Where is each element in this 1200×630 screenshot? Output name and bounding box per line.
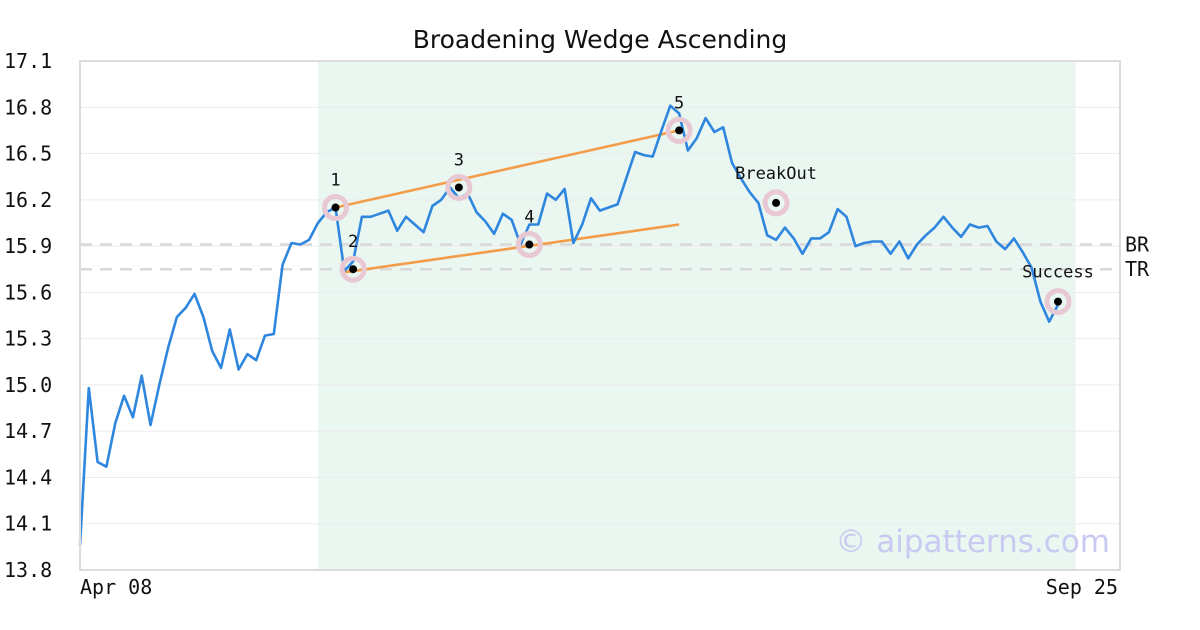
x-tick-end: Sep 25: [1046, 575, 1118, 599]
point-halo: [339, 255, 367, 283]
y-tick-label: 15.9: [4, 234, 52, 258]
point-halo: [665, 116, 693, 144]
y-tick-label: 14.4: [4, 465, 52, 489]
point-label: 4: [524, 208, 534, 228]
point-label: Success: [1022, 263, 1094, 283]
point-halo: [445, 173, 473, 201]
trend-lines: [335, 129, 680, 274]
point-halo: [762, 189, 790, 217]
y-tick-label: 15.6: [4, 280, 52, 304]
point-label: 2: [348, 232, 358, 252]
point-dot: [331, 203, 340, 212]
y-tick-label: 13.8: [4, 558, 52, 582]
y-tick-label: 15.0: [4, 373, 52, 397]
point-halo: [515, 231, 543, 259]
point-dot: [525, 240, 534, 249]
y-tick-label: 15.3: [4, 327, 52, 351]
x-tick-start: Apr 08: [80, 575, 152, 599]
watermark: © aipatterns.com: [835, 524, 1110, 560]
point-dot: [772, 198, 781, 207]
level-label: TR: [1125, 257, 1150, 281]
point-label: BreakOut: [735, 164, 817, 184]
y-axis-ticks: 13.8 14.1 14.4 14.7 15.0 15.3 15.6 15.9 16.2 16.5…: [4, 49, 52, 582]
point-dot: [1054, 297, 1062, 306]
y-tick-label: 14.1: [4, 512, 52, 536]
point-dot: [675, 126, 684, 135]
chart-title: Broadening Wedge Ascending: [413, 25, 788, 54]
y-tick-label: 14.7: [4, 419, 52, 443]
trend-line: [344, 223, 680, 274]
y-tick-label: 16.2: [4, 188, 52, 212]
point-halo: [322, 194, 350, 222]
point-dot: [349, 265, 358, 274]
point-label: 1: [330, 171, 340, 191]
price-line: [78, 104, 1060, 546]
plot-frame: [79, 60, 1121, 571]
trend-line: [335, 129, 680, 209]
point-dot: [454, 183, 463, 192]
point-halo: [1044, 288, 1072, 316]
pattern-highlight-band: [317, 61, 1076, 570]
pattern-points: 1 2 3 4 5 BreakOut Success: [322, 93, 1094, 316]
point-label: 3: [454, 150, 464, 170]
level-label: BR: [1125, 233, 1150, 257]
y-tick-label: 16.5: [4, 142, 52, 166]
y-tick-label: 16.8: [4, 95, 52, 119]
y-tick-label: 17.1: [4, 49, 52, 73]
point-label: 5: [674, 93, 684, 113]
